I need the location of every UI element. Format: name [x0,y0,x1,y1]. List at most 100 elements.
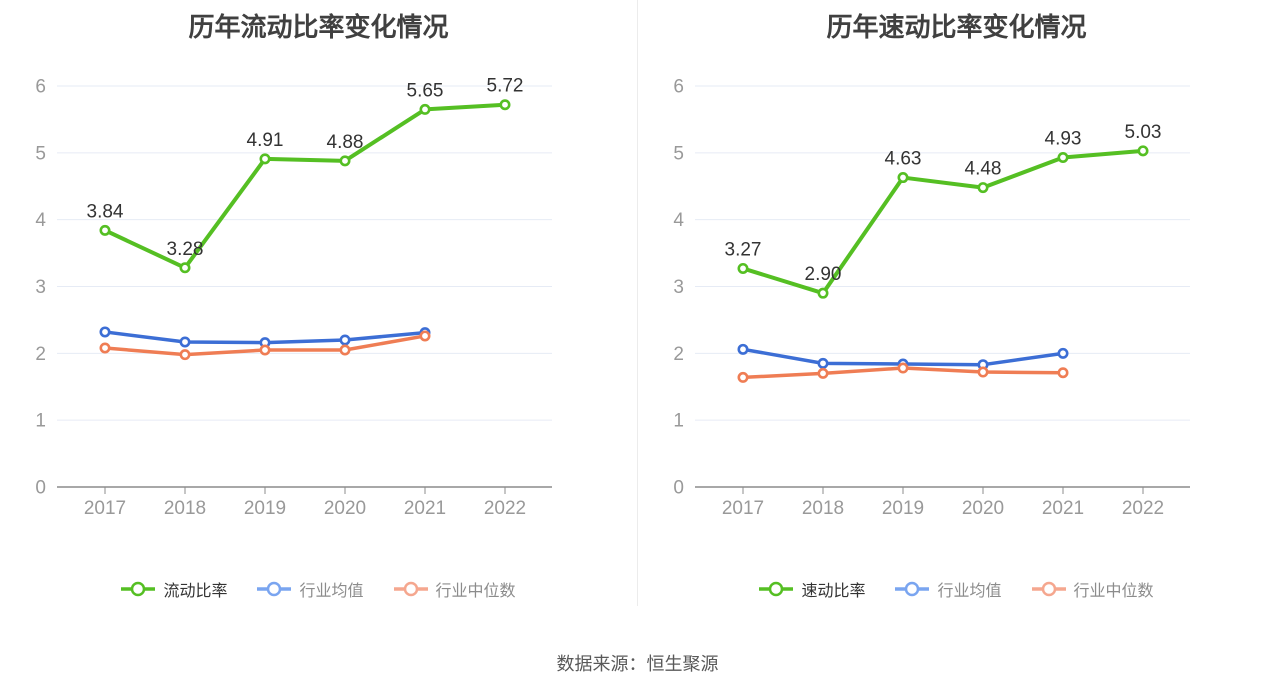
charts-row: 历年流动比率变化情况 0 1 2 3 4 5 6 2017 2018 2019 2020 2021 20… [0,0,1275,606]
value-label-current-ratio: 4.88 [327,132,364,153]
y-tick-label: 5 [673,143,684,164]
data-point-quick-ratio [737,262,749,274]
value-label-current-ratio: 3.28 [167,239,204,260]
data-point-industry-median [977,366,989,378]
data-point-current-ratio [99,224,111,236]
y-tick-label: 5 [35,143,46,164]
legend-marker-icon [257,581,292,597]
y-tick-label: 1 [673,411,684,432]
legend-circle [905,581,920,597]
data-point-industry-median [419,330,431,342]
legend-label: 流动比率 [163,583,228,600]
y-grid: 0 1 2 3 4 5 6 [35,77,552,499]
x-tick-label: 2017 [722,498,764,519]
data-point-industry-average [99,326,111,338]
value-label-quick-ratio: 3.27 [725,239,762,260]
y-tick-label: 3 [35,277,46,298]
legend-item-industry-median[interactable]: 行业中位数 [1031,577,1154,601]
legend-circle [769,581,784,597]
x-tick-label: 2018 [164,498,206,519]
data-point-industry-median [1057,367,1069,379]
data-point-quick-ratio [1057,152,1069,164]
series-current-ratio: 3.84 3.28 4.91 4.88 5.65 5.72 [87,76,524,274]
legend-label: 行业中位数 [1073,583,1154,600]
data-point-current-ratio [179,262,191,274]
data-point-industry-median [99,342,111,354]
series-industry-median [737,362,1069,383]
x-tick-label: 2021 [404,498,446,519]
y-tick-label: 4 [35,210,46,231]
legend-marker-icon [895,581,930,597]
data-point-industry-average [737,343,749,355]
value-label-current-ratio: 5.65 [407,80,444,101]
y-tick-label: 2 [35,344,46,365]
data-point-industry-average [817,357,829,369]
data-point-current-ratio [419,103,431,115]
data-point-current-ratio [499,99,511,111]
y-tick-label: 0 [673,478,684,499]
legend-marker-icon [121,581,156,597]
y-tick-label: 2 [673,344,684,365]
y-grid: 0 1 2 3 4 5 6 [673,77,1190,499]
legend-circle [403,581,418,597]
legend-circle [131,581,146,597]
legend-label: 行业均值 [299,583,364,600]
data-point-quick-ratio [1137,145,1149,157]
series-quick-ratio: 3.27 2.90 4.63 4.48 4.93 5.03 [725,122,1162,299]
panel-divider [637,0,638,606]
x-tick-label: 2019 [882,498,924,519]
data-point-industry-median [737,371,749,383]
x-tick-label: 2022 [1122,498,1164,519]
value-label-current-ratio: 4.91 [247,130,284,151]
value-label-quick-ratio: 2.90 [805,264,842,285]
quick-ratio-line-chart: 0 1 2 3 4 5 6 2017 2018 2019 2020 2021 2022 3.27 2.90 4… [673,77,1190,519]
legend-label: 行业均值 [937,583,1002,600]
legend-item-industry-median[interactable]: 行业中位数 [393,577,516,601]
series-industry-median [99,330,431,361]
legend-marker-icon [759,581,794,597]
x-tick-label: 2021 [1042,498,1084,519]
x-tick-label: 2019 [244,498,286,519]
x-tick-label: 2018 [802,498,844,519]
data-point-industry-median [339,344,351,356]
y-tick-label: 6 [35,77,46,98]
y-tick-label: 6 [673,77,684,98]
x-tick-label: 2020 [324,498,366,519]
legend-item-current-ratio[interactable]: 流动比率 [121,577,227,601]
x-tick-label: 2017 [84,498,126,519]
current-ratio-line-chart: 0 1 2 3 4 5 6 2017 2018 2019 2020 2021 2022 3.84 3.28 4… [35,76,552,519]
value-label-quick-ratio: 4.93 [1045,129,1082,150]
data-point-quick-ratio [817,287,829,299]
current-ratio-chart-panel: 历年流动比率变化情况 0 1 2 3 4 5 6 2017 2018 2019 2020 2021 20… [0,0,637,606]
data-point-industry-median [179,349,191,361]
y-tick-label: 3 [673,277,684,298]
x-axis: 2017 2018 2019 2020 2021 2022 [722,487,1164,519]
data-point-industry-median [897,362,909,374]
x-tick-label: 2020 [962,498,1004,519]
value-label-quick-ratio: 5.03 [1125,122,1162,143]
legend-item-industry-average[interactable]: 行业均值 [257,577,364,601]
quick-ratio-chart-panel: 历年速动比率变化情况 0 1 2 3 4 5 6 2017 2018 2019 2020 2021 20… [638,0,1275,606]
y-tick-label: 1 [35,411,46,432]
value-label-current-ratio: 5.72 [487,76,524,97]
current-ratio-chart-legend: 流动比率 行业均值 行业中位数 [0,572,637,606]
legend-item-industry-average[interactable]: 行业均值 [895,577,1002,601]
legend-circle [267,581,282,597]
y-tick-label: 0 [35,478,46,499]
legend-item-quick-ratio[interactable]: 速动比率 [759,577,865,601]
series-line-quick-ratio [741,148,1145,296]
data-point-industry-median [817,367,829,379]
series-line-current-ratio [103,102,507,270]
data-source-caption: 数据来源：恒生聚源 [556,654,719,674]
data-point-industry-average [339,334,351,346]
legend-label: 行业中位数 [435,583,516,600]
quick-ratio-chart-legend: 速动比率 行业均值 行业中位数 [638,572,1275,606]
value-label-quick-ratio: 4.48 [965,159,1002,180]
value-label-quick-ratio: 4.63 [885,149,922,170]
quick-ratio-chart-title: 历年速动比率变化情况 [826,12,1087,42]
value-label-current-ratio: 3.84 [87,201,124,222]
data-point-quick-ratio [897,172,909,184]
data-point-industry-median [259,344,271,356]
x-tick-label: 2022 [484,498,526,519]
legend-label: 速动比率 [801,583,866,600]
